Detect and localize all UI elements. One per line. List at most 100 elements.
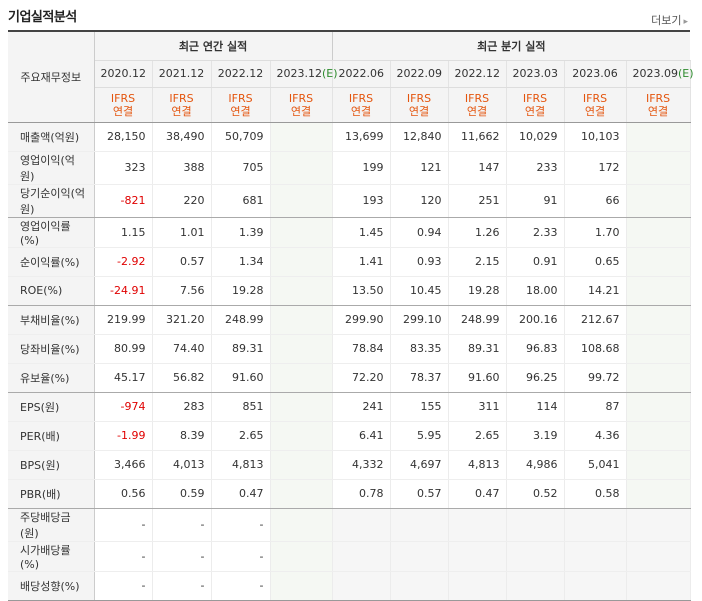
table-cell: 10.45 — [390, 276, 449, 306]
accounting-standard-label: IFRS — [348, 91, 374, 105]
table-cell — [564, 571, 627, 601]
table-cell: 96.25 — [506, 363, 565, 393]
accounting-standard-header: IFRS 연결 — [448, 87, 507, 123]
accounting-standard-header: IFRS 연결 — [94, 87, 153, 123]
table-cell — [626, 247, 691, 277]
table-cell: 241 — [331, 392, 391, 422]
table-cell: 13,699 — [331, 122, 391, 152]
table-row: 당기순이익(억원) -821 220 681 193 120 251 91 66 — [8, 184, 691, 218]
period-header: 2023.09(E) — [626, 60, 694, 88]
table-cell — [626, 450, 691, 480]
table-cell: 4,813 — [211, 450, 271, 480]
accounting-standard-header: IFRS 연결 — [564, 87, 627, 123]
table-cell: 6.41 — [331, 421, 391, 451]
table-cell: 5.95 — [390, 421, 449, 451]
table-cell: 2.15 — [448, 247, 507, 277]
table-cell — [626, 151, 691, 185]
table-row: 순이익률(%) -2.92 0.57 1.34 1.41 0.93 2.15 0.91 0.65 — [8, 247, 691, 277]
table-cell: 4,986 — [506, 450, 565, 480]
table-cell: 14.21 — [564, 276, 627, 306]
table-cell — [626, 122, 691, 152]
table-cell — [270, 122, 333, 152]
table-cell: 10,029 — [506, 122, 565, 152]
table-cell — [270, 508, 333, 542]
annual-group-header: 최근 연간 실적 — [94, 31, 333, 61]
table-cell: 248.99 — [211, 305, 271, 335]
table-row: 당좌비율(%) 80.99 74.40 89.31 78.84 83.35 89.31 96.… — [8, 334, 691, 364]
table-cell: 38,490 — [152, 122, 212, 152]
consolidation-label: 연결 — [647, 104, 669, 118]
table-cell: 172 — [564, 151, 627, 185]
period-label: 2023.09 — [632, 67, 679, 80]
table-cell: 91 — [506, 184, 565, 218]
table-cell: 155 — [390, 392, 449, 422]
table-cell — [626, 392, 691, 422]
table-cell — [270, 305, 333, 335]
table-cell: 5,041 — [564, 450, 627, 480]
period-header: 2023.03 — [506, 60, 565, 88]
row-label: PER(배) — [8, 421, 95, 451]
row-label: 영업이익(억원) — [8, 151, 95, 185]
period-label: 2023.03 — [512, 67, 559, 80]
table-cell: 0.52 — [506, 479, 565, 509]
table-cell: -821 — [94, 184, 153, 218]
table-cell: 681 — [211, 184, 271, 218]
table-cell — [270, 571, 333, 601]
accounting-standard-label: IFRS — [169, 91, 194, 105]
table-cell — [270, 217, 333, 248]
table-cell: -24.91 — [94, 276, 153, 306]
table-cell — [331, 571, 391, 601]
table-cell: 323 — [94, 151, 153, 185]
table-cell: 66 — [564, 184, 627, 218]
accounting-standard-label: IFRS — [288, 91, 314, 105]
table-cell — [270, 392, 333, 422]
table-cell: - — [152, 508, 212, 542]
table-cell: 120 — [390, 184, 449, 218]
table-cell: 321.20 — [152, 305, 212, 335]
table-cell: - — [152, 541, 212, 572]
row-label: 영업이익률(%) — [8, 217, 95, 248]
table-cell: 2.65 — [448, 421, 507, 451]
table-cell — [270, 363, 333, 393]
row-label: 시가배당률(%) — [8, 541, 95, 572]
table-cell — [626, 184, 691, 218]
more-link[interactable]: 더보기 ▸ — [651, 12, 688, 28]
table-cell: 1.01 — [152, 217, 212, 248]
accounting-standard-header: IFRS 연결 — [506, 87, 565, 123]
period-header: 2021.12 — [152, 60, 212, 88]
period-header: 2022.09 — [390, 60, 449, 88]
table-row: ROE(%) -24.91 7.56 19.28 13.50 10.45 19.28 18.0… — [8, 276, 691, 306]
table-cell: 80.99 — [94, 334, 153, 364]
table-row: 유보율(%) 45.17 56.82 91.60 72.20 78.37 91.60 96.2… — [8, 363, 691, 393]
quarter-group-header: 최근 분기 실적 — [331, 31, 691, 61]
table-cell: 0.59 — [152, 479, 212, 509]
table-row: 주당배당금(원) - - - — [8, 508, 691, 542]
table-cell — [506, 571, 565, 601]
table-cell: 283 — [152, 392, 212, 422]
table-cell: 0.58 — [564, 479, 627, 509]
table-cell — [626, 508, 691, 542]
table-cell: 705 — [211, 151, 271, 185]
table-cell: 74.40 — [152, 334, 212, 364]
accounting-standard-header: IFRS 연결 — [626, 87, 691, 123]
table-cell — [270, 151, 333, 185]
table-cell: 4,813 — [448, 450, 507, 480]
period-header: 2022.12 — [448, 60, 507, 88]
table-cell: 87 — [564, 392, 627, 422]
row-label: EPS(원) — [8, 392, 95, 422]
accounting-standard-header: IFRS 연결 — [152, 87, 212, 123]
table-row: PBR(배) 0.56 0.59 0.47 0.78 0.57 0.47 0.52 0.58 — [8, 479, 691, 509]
estimate-marker: (E) — [322, 67, 338, 80]
table-cell — [448, 541, 507, 572]
table-cell: 56.82 — [152, 363, 212, 393]
table-cell — [270, 421, 333, 451]
accounting-standard-label: IFRS — [522, 91, 548, 105]
row-label: 당기순이익(억원) — [8, 184, 95, 218]
table-cell: 1.70 — [564, 217, 627, 248]
table-row: 영업이익(억원) 323 388 705 199 121 147 233 172 — [8, 151, 691, 185]
table-cell — [564, 541, 627, 572]
table-cell: 219.99 — [94, 305, 153, 335]
table-row: 매출액(억원) 28,150 38,490 50,709 13,699 12,840 11,… — [8, 122, 691, 152]
table-cell: 2.65 — [211, 421, 271, 451]
table-cell: 147 — [448, 151, 507, 185]
